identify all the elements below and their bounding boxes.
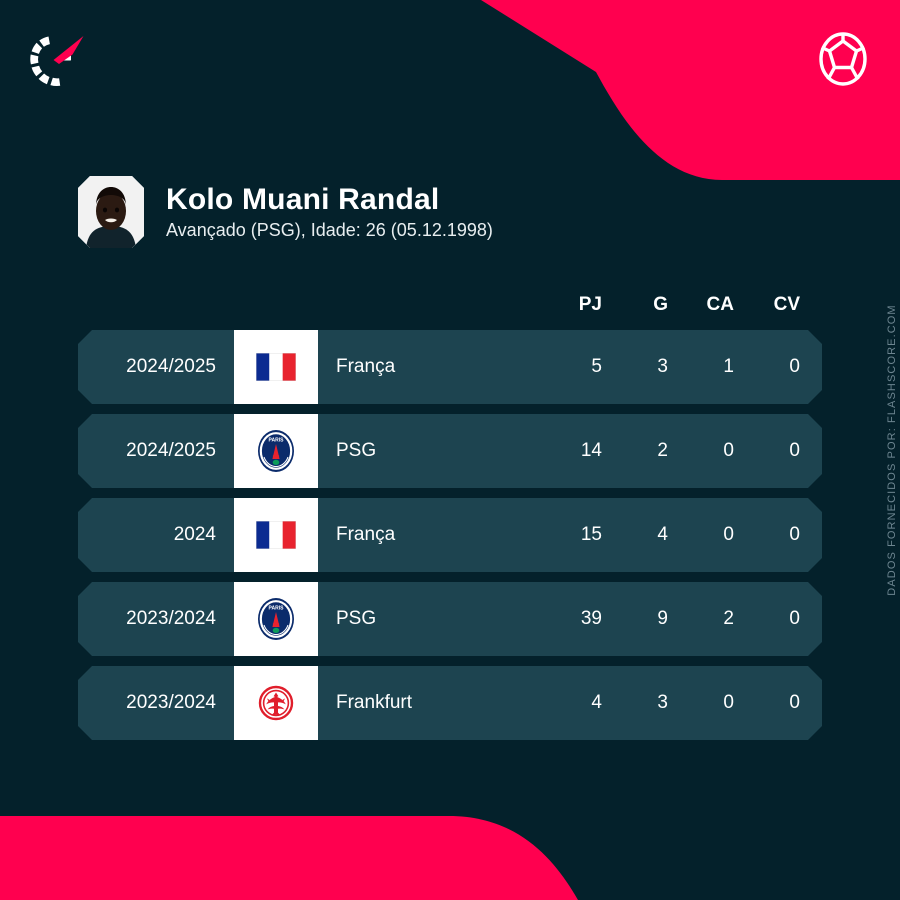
row-g: 9 <box>657 608 668 629</box>
row-pj: 4 <box>591 692 602 713</box>
row-season: 2023/2024 <box>126 608 216 629</box>
column-header-g: G <box>653 294 668 315</box>
row-season: 2024/2025 <box>126 356 216 377</box>
row-ca: 1 <box>723 356 734 377</box>
row-stats: 5 3 1 0 <box>536 330 822 404</box>
row-cv: 0 <box>789 608 800 629</box>
crest-psg-icon: PARIS <box>256 429 296 473</box>
row-ca: 0 <box>723 440 734 461</box>
row-season: 2024/2025 <box>126 440 216 461</box>
row-cv: 0 <box>789 692 800 713</box>
player-avatar-image <box>78 176 144 248</box>
row-g: 2 <box>657 440 668 461</box>
flashscore-logo-icon[interactable] <box>26 28 94 92</box>
column-header-cv: CV <box>773 294 800 315</box>
stats-table: PJ G CA CV 2024/2025 França 5 <box>78 286 822 740</box>
row-pj: 14 <box>580 440 602 461</box>
row-crest <box>234 666 318 740</box>
flag-france-icon <box>256 353 296 381</box>
row-crest: PARIS <box>234 582 318 656</box>
table-row[interactable]: 2024 França 15 4 0 0 <box>78 498 822 572</box>
row-pj: 5 <box>591 356 602 377</box>
svg-text:PARIS: PARIS <box>269 438 285 444</box>
player-meta: Avançado (PSG), Idade: 26 (05.12.1998) <box>166 219 493 240</box>
table-row[interactable]: 2024/2025 França 5 3 1 0 <box>78 330 822 404</box>
row-cv: 0 <box>789 440 800 461</box>
row-team: França <box>336 524 396 545</box>
player-name: Kolo Muani Randal <box>166 182 440 216</box>
crest-frankfurt-icon <box>256 681 296 725</box>
row-pj: 15 <box>580 524 602 545</box>
row-crest: PARIS <box>234 414 318 488</box>
row-ca: 0 <box>723 524 734 545</box>
soccer-ball-icon[interactable] <box>812 28 874 90</box>
row-cv: 0 <box>789 524 800 545</box>
data-source-credit: DADOS FORNECIDOS POR: FLASHSCORE.COM <box>886 304 898 596</box>
crest-psg-icon: PARIS <box>256 597 296 641</box>
row-season: 2024 <box>173 524 216 545</box>
flag-france-icon <box>256 521 296 549</box>
row-ca: 0 <box>723 692 734 713</box>
row-cv: 0 <box>789 356 800 377</box>
row-g: 4 <box>657 524 668 545</box>
row-stats: 15 4 0 0 <box>536 498 822 572</box>
table-body: 2024/2025 França 5 3 1 0 <box>78 330 822 740</box>
row-g: 3 <box>657 692 668 713</box>
row-g: 3 <box>657 356 668 377</box>
row-team: França <box>336 356 396 377</box>
row-team: PSG <box>336 440 377 461</box>
row-ca: 2 <box>723 608 734 629</box>
row-stats: 4 3 0 0 <box>536 666 822 740</box>
row-crest <box>234 330 318 404</box>
row-team: Frankfurt <box>336 692 413 713</box>
row-stats: 39 9 2 0 <box>536 582 822 656</box>
table-row[interactable]: 2023/2024 PARIS PSG 39 <box>78 582 822 656</box>
row-stats: 14 2 0 0 <box>536 414 822 488</box>
row-pj: 39 <box>580 608 602 629</box>
player-avatar <box>78 176 144 248</box>
column-header-pj: PJ <box>578 294 602 315</box>
table-header-row: PJ G CA CV <box>78 286 822 324</box>
column-header-ca: CA <box>706 294 734 315</box>
row-season: 2023/2024 <box>126 692 216 713</box>
row-crest <box>234 498 318 572</box>
player-header[interactable]: Kolo Muani Randal Avançado (PSG), Idade:… <box>78 176 493 248</box>
table-row[interactable]: 2023/2024 Frankfurt <box>78 666 822 740</box>
player-info: Kolo Muani Randal Avançado (PSG), Idade:… <box>166 183 493 242</box>
table-row[interactable]: 2024/2025 PARIS PSG 14 <box>78 414 822 488</box>
svg-text:PARIS: PARIS <box>269 606 285 612</box>
row-team: PSG <box>336 608 377 629</box>
